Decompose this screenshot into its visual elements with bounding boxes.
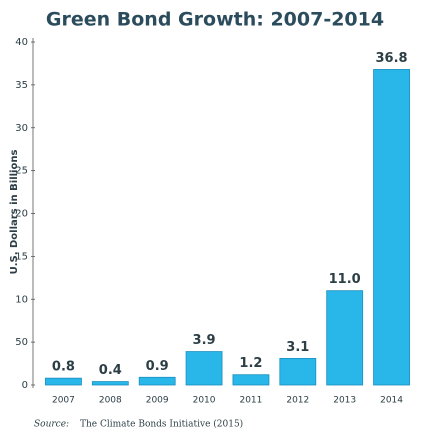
- bar: [232, 374, 270, 386]
- bar: [138, 376, 176, 386]
- y-tick-label: 35: [15, 80, 28, 91]
- x-tick-label: 2012: [286, 396, 309, 406]
- x-tick-label: 2010: [193, 396, 216, 406]
- y-tick-label: 30: [15, 123, 28, 134]
- x-tick-label: 2011: [239, 396, 262, 406]
- y-axis-label: U.S. Dollars in Billions: [9, 150, 20, 275]
- x-tick-label: 2014: [380, 396, 403, 406]
- bar: [279, 358, 317, 386]
- y-tick-label: 25: [15, 166, 28, 177]
- bar: [185, 351, 223, 386]
- y-tick-label: 10: [15, 294, 28, 305]
- value-label: 11.0: [329, 272, 361, 287]
- value-label: 0.9: [146, 359, 169, 374]
- y-tick-label: 20: [15, 209, 28, 220]
- x-tick-label: 2009: [146, 396, 169, 406]
- value-label: 36.8: [376, 51, 408, 66]
- value-label: 0.4: [99, 363, 122, 378]
- x-tick-label: 2007: [52, 396, 75, 406]
- value-label: 0.8: [52, 360, 75, 375]
- value-label: 3.9: [193, 333, 216, 348]
- x-tick-label: 2008: [99, 396, 122, 406]
- source-label: Source:: [34, 420, 69, 430]
- y-tick-label: 0: [22, 380, 28, 391]
- y-tick-label: 40: [15, 37, 28, 48]
- y-tick-label: 50: [15, 337, 28, 348]
- bar: [373, 69, 410, 386]
- value-label: 1.2: [239, 356, 262, 371]
- source-text: The Climate Bonds Initiative (2015): [80, 419, 243, 430]
- bar: [326, 290, 364, 386]
- chart-title: Green Bond Growth: 2007-2014: [46, 9, 384, 31]
- bar: [45, 377, 82, 386]
- x-tick-label: 2013: [333, 396, 356, 406]
- bar: [91, 381, 129, 386]
- y-tick-label: 15: [15, 251, 28, 262]
- value-label: 3.1: [286, 340, 309, 355]
